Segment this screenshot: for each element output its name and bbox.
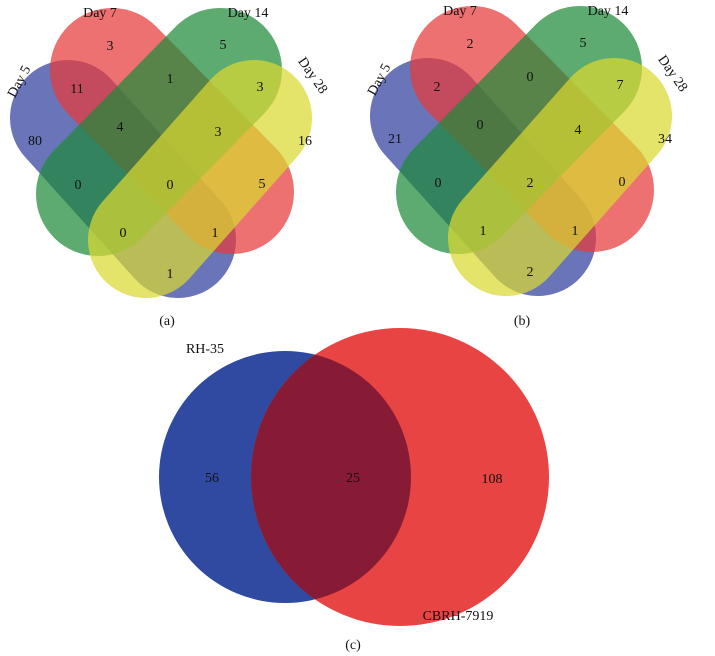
region-count: 2 [527, 176, 534, 191]
region-count: 0 [75, 178, 82, 193]
region-count: 4 [575, 123, 582, 138]
region-count: 5 [259, 177, 266, 192]
region-count: 1 [480, 224, 487, 239]
region-count: 25 [346, 471, 360, 486]
region-count: 3 [257, 80, 264, 95]
set-label: Day 7 [83, 6, 117, 21]
region-count: 0 [120, 226, 127, 241]
region-count: 3 [107, 39, 114, 54]
region-count: 7 [617, 78, 624, 93]
region-count: 11 [70, 82, 83, 97]
region-count: 0 [167, 178, 174, 193]
region-count: 21 [388, 132, 402, 147]
panel-caption: (c) [345, 638, 361, 653]
region-count: 5 [580, 36, 587, 51]
set-shape [36, 8, 282, 256]
overlap [251, 351, 411, 603]
region-count: 108 [482, 472, 503, 487]
set-label: Day 14 [588, 4, 629, 19]
panel-caption: (a) [159, 314, 175, 329]
region-count: 1 [167, 267, 174, 282]
region-count: 0 [527, 70, 534, 85]
region-count: 3 [215, 125, 222, 140]
region-count: 56 [205, 471, 219, 486]
region-count: 2 [434, 80, 441, 95]
region-count: 1 [212, 226, 219, 241]
region-count: 2 [527, 265, 534, 280]
region-count: 0 [619, 175, 626, 190]
region-count: 0 [435, 176, 442, 191]
set-label: CBRH-7919 [423, 609, 494, 624]
region-count: 16 [298, 134, 312, 149]
set-shape [88, 60, 312, 298]
region-count: 1 [167, 72, 174, 87]
shapes [10, 6, 672, 626]
set-label: Day 14 [228, 6, 269, 21]
region-count: 4 [117, 120, 124, 135]
set-shape [448, 58, 672, 296]
region-count: 5 [220, 38, 227, 53]
set-shape [396, 6, 642, 254]
region-count: 80 [28, 134, 42, 149]
panel-caption: (b) [514, 314, 531, 329]
region-count: 1 [572, 224, 579, 239]
region-count: 2 [467, 37, 474, 52]
region-count: 34 [658, 132, 672, 147]
set-label: RH-35 [186, 342, 224, 357]
set-label: Day 7 [443, 4, 477, 19]
region-count: 0 [477, 118, 484, 133]
